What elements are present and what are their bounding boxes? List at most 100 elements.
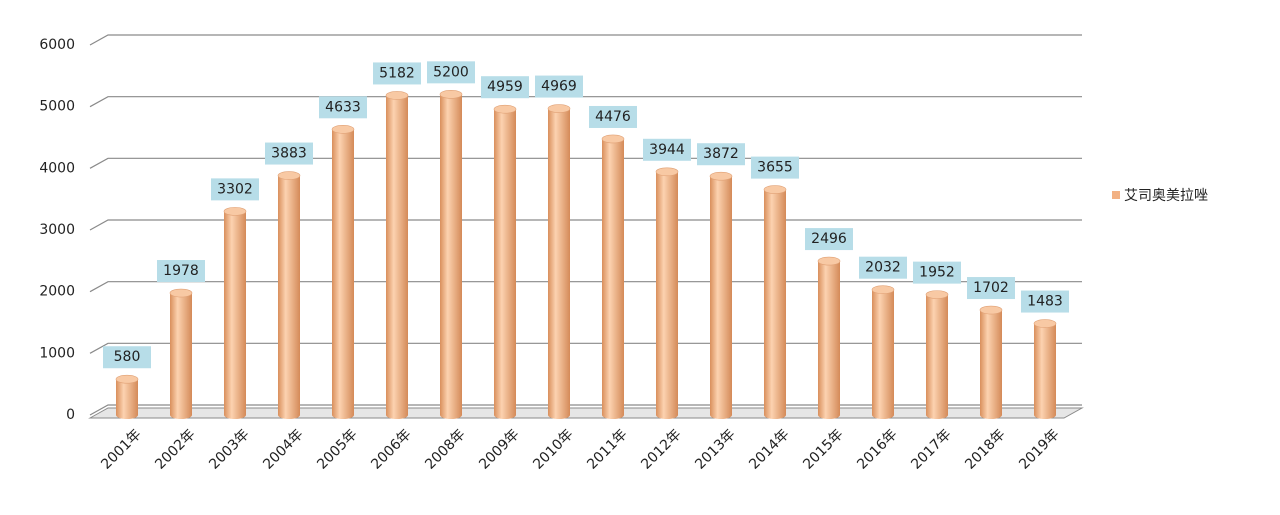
- bar-top: [277, 171, 301, 180]
- bar-top: [1033, 319, 1057, 328]
- bar-top: [223, 207, 247, 216]
- bar: [979, 305, 1003, 419]
- bar: [655, 167, 679, 419]
- legend-label: 艾司奥美拉唑: [1124, 187, 1208, 204]
- bar: [115, 374, 139, 419]
- x-tick-label: 2009年: [476, 426, 522, 472]
- value-label: 4476: [595, 109, 631, 125]
- value-label: 4969: [541, 79, 577, 95]
- value-label-box: [589, 105, 637, 128]
- bar-top: [385, 91, 409, 100]
- bar: [331, 124, 355, 419]
- bar-body: [332, 129, 354, 419]
- bar-body: [926, 294, 948, 419]
- x-tick-label: 2019年: [1016, 426, 1062, 472]
- x-tick-label: 2015年: [800, 426, 846, 472]
- grid-line: [89, 157, 1082, 169]
- bar-body: [386, 95, 408, 420]
- bar: [385, 91, 409, 420]
- bar-body: [278, 175, 300, 419]
- bar: [169, 288, 193, 419]
- value-label-box: [859, 256, 907, 279]
- value-label-box: [265, 142, 313, 165]
- bar: [493, 104, 517, 419]
- x-tick-label: 2005年: [314, 426, 360, 472]
- value-label-box: [427, 61, 475, 84]
- value-label-box: [967, 277, 1015, 300]
- bar-body: [710, 176, 732, 419]
- value-label-box: [913, 261, 961, 284]
- bar-body: [494, 109, 516, 419]
- y-tick-label: 3000: [39, 222, 75, 238]
- bar-top: [925, 290, 949, 299]
- y-tick-label: 5000: [39, 99, 75, 115]
- value-label-box: [373, 62, 421, 85]
- y-tick-label: 2000: [39, 284, 75, 300]
- bar-top: [817, 256, 841, 266]
- bar: [871, 285, 895, 419]
- bar: [763, 185, 787, 419]
- value-label-box: [481, 76, 529, 99]
- bar-body: [440, 94, 462, 419]
- bar: [817, 256, 841, 419]
- value-label-box: [805, 228, 853, 251]
- value-label: 580: [114, 349, 141, 365]
- y-tick-label: 6000: [39, 37, 75, 53]
- bar-top: [331, 124, 355, 134]
- value-label: 5182: [379, 65, 415, 81]
- bar: [439, 90, 463, 419]
- x-tick-label: 2006年: [368, 426, 414, 472]
- x-tick-label: 2010年: [530, 426, 576, 472]
- value-label: 2032: [865, 260, 901, 276]
- bar-top: [439, 90, 463, 99]
- bar: [223, 207, 247, 419]
- grid-line: [89, 404, 1082, 416]
- bar-top: [979, 305, 1003, 315]
- legend-swatch: [1112, 191, 1120, 199]
- bar: [277, 171, 301, 419]
- value-label-box: [211, 178, 259, 201]
- value-label: 3655: [757, 160, 793, 176]
- bar-top: [547, 104, 571, 113]
- value-label: 2496: [811, 231, 847, 247]
- bar: [925, 290, 949, 419]
- x-tick-label: 2002年: [152, 426, 198, 472]
- value-label: 3872: [703, 146, 739, 162]
- bar-body: [548, 108, 570, 419]
- value-label-box: [319, 96, 367, 119]
- bar: [1033, 319, 1057, 419]
- bar-top: [169, 288, 193, 298]
- value-label: 4633: [325, 99, 361, 115]
- value-label-box: [103, 346, 151, 369]
- value-label-box: [157, 260, 205, 283]
- bar: [709, 171, 733, 419]
- x-tick-label: 2013年: [692, 426, 738, 472]
- grid-line: [89, 34, 1082, 46]
- bar: [547, 104, 571, 419]
- x-tick-label: 2017年: [908, 426, 954, 472]
- bar-top: [871, 285, 895, 294]
- value-label-box: [697, 143, 745, 166]
- x-tick-label: 2012年: [638, 426, 684, 472]
- value-label: 5200: [433, 64, 469, 80]
- bar-body: [224, 211, 246, 419]
- value-label: 4959: [487, 79, 523, 95]
- bar-top: [115, 374, 139, 384]
- value-label: 1978: [163, 263, 199, 279]
- x-tick-label: 2003年: [206, 426, 252, 472]
- value-label: 1952: [919, 265, 955, 281]
- x-tick-label: 2004年: [260, 426, 306, 472]
- x-tick-label: 2011年: [584, 426, 630, 472]
- bar-top: [493, 104, 517, 114]
- bar-body: [170, 293, 192, 419]
- bar-body: [656, 171, 678, 419]
- bar-top: [763, 185, 787, 194]
- value-label-box: [643, 138, 691, 161]
- bar-top: [601, 134, 625, 144]
- bar-body: [1034, 323, 1056, 419]
- x-tick-label: 2008年: [422, 426, 468, 472]
- value-label: 3944: [649, 142, 685, 158]
- grid-line: [89, 96, 1082, 108]
- x-tick-label: 2001年: [98, 426, 144, 472]
